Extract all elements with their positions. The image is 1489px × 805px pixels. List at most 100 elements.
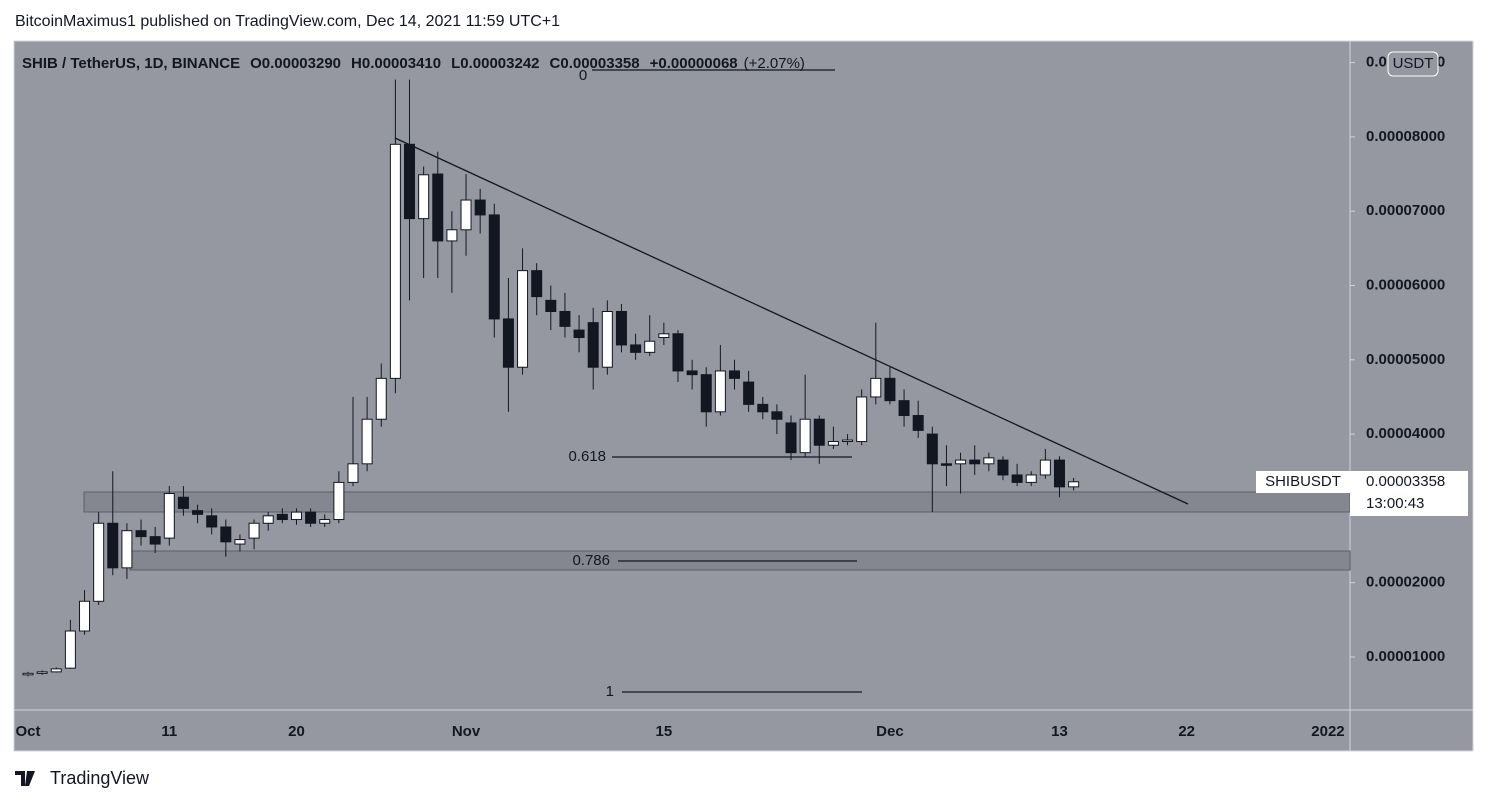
candle-body [785,422,797,454]
fib-label: 1 [606,683,614,700]
candle-body [1025,474,1037,483]
candle-body [601,310,613,368]
candle-body [418,174,430,220]
candle-body [517,270,529,368]
symbol-tag-label: SHIBUSDT [1265,473,1341,490]
candle-body [50,668,62,673]
fib-label: 0.786 [572,552,610,569]
candle-body [149,536,161,545]
trendline [394,137,1189,505]
candle-body [432,173,444,242]
candle-body [22,672,34,676]
x-tick-label: Oct [15,723,40,740]
candle-body [206,515,218,528]
candle-body [375,377,387,420]
x-tick-label: Nov [452,723,481,740]
title: SHIB / TetherUS, 1D, BINANCE [22,55,240,72]
fib-label: 0 [579,67,587,84]
candle-body [163,493,175,539]
candle-body [729,370,740,379]
candle-body [658,333,670,339]
candle-body [672,333,684,372]
candle-body [955,459,967,465]
x-tick-label: 22 [1178,723,1195,740]
x-tick-label: 11 [161,723,177,740]
ohlc-close: C0.00003358 [550,55,640,72]
y-tick-label: 0.00008000 [1366,128,1445,145]
candle-body [757,403,769,413]
x-tick-label: 2022 [1311,723,1344,740]
x-tick-label: 20 [288,723,305,740]
candle-body [827,441,839,446]
candle-body [474,199,486,216]
candle-body [630,344,642,353]
candle-body [714,370,726,413]
ohlc-low: L0.00003242 [451,55,539,72]
candle-body [276,513,288,521]
candle-body [912,415,924,431]
candle-body [799,418,811,454]
price-tag-label: 0.00003358 [1366,473,1445,490]
x-tick-label: 13 [1051,723,1068,740]
candle-body [1039,459,1051,476]
candle-body [79,600,91,632]
candle-body [121,530,133,569]
candle-body [107,522,119,569]
ohlc-high: H0.00003410 [351,55,441,72]
y-tick-label: 0.00001000 [1366,648,1445,665]
candle-body [997,459,1009,476]
candle-body [361,418,373,465]
y-tick-label: 0.00005000 [1366,351,1445,368]
candle-body [1011,474,1023,483]
candle-body [220,526,232,543]
candle-body [686,370,698,376]
candle-body [305,511,317,524]
candle-body [870,377,882,398]
candle-body [531,270,543,298]
x-tick-label: 15 [656,723,673,740]
candle-body [615,310,627,346]
candle-body [93,522,105,602]
candle-body [404,143,416,220]
candle-body [813,418,825,446]
brand-name: TradingView [50,768,150,788]
currency-badge[interactable] [1387,51,1439,77]
candle-body [559,310,571,327]
brand-icon [15,771,35,786]
candle-body [771,411,783,420]
y-tick-label: 0.00006000 [1366,276,1445,293]
fib-label: 0.618 [568,448,606,465]
y-tick-label: 0.00007000 [1366,202,1445,219]
candle-body [1053,459,1065,488]
ohlc-open: O0.00003290 [250,55,341,72]
price-tag [1350,471,1468,516]
support-zone [83,491,1351,513]
candle-body [446,229,458,242]
candle-body [545,299,557,312]
y-tick-label: 0.00002000 [1366,574,1445,591]
candle-body [587,322,599,368]
candle-body [192,510,204,515]
candle-body [743,381,755,405]
candle-body [700,374,712,413]
x-tick-label: Dec [876,723,904,740]
candle-body [983,457,995,465]
candle-body [488,214,500,320]
candle-body [347,463,359,483]
candle-body [135,530,147,538]
countdown-label: 13:00:43 [1366,495,1424,512]
candle-body [926,433,938,465]
candle-body [842,439,854,443]
candle-body [333,481,345,521]
y-tick-label: 0.00004000 [1366,425,1445,442]
candle-body [884,377,896,402]
candle-body [177,496,189,509]
ohlc-change: +0.00000068 [650,55,738,72]
candle-body [573,329,585,339]
candle-body [248,522,260,539]
candle-body [234,539,246,545]
publisher-line: BitcoinMaximus1 published on TradingView… [15,13,560,30]
candle-body [36,671,48,674]
candle-body [856,396,868,443]
